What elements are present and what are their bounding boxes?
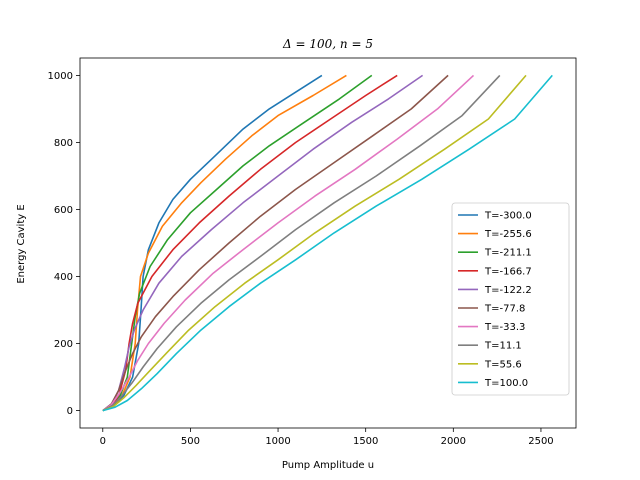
legend-label-8: T=55.6: [484, 359, 522, 370]
x-tick-label-1: 500: [181, 436, 200, 447]
legend-label-4: T=-122.2: [484, 285, 532, 296]
x-tick-label-2: 1000: [265, 436, 290, 447]
series-line-9: [102, 74, 553, 412]
series-line-3: [102, 74, 398, 412]
chart-title: Δ = 100, n = 5: [282, 37, 373, 51]
legend-label-5: T=-77.8: [484, 304, 525, 315]
legend-label-0: T=-300.0: [484, 211, 532, 222]
series-line-0: [102, 74, 323, 412]
legend-label-1: T=-255.6: [484, 229, 532, 240]
plot-lines: [102, 74, 553, 412]
series-line-5: [102, 74, 449, 412]
legend-label-3: T=-166.7: [484, 266, 532, 277]
y-axis-label: Energy Cavity E: [16, 204, 27, 283]
legend-box: [451, 202, 570, 396]
series-line-8: [102, 74, 527, 412]
series-line-1: [102, 74, 347, 412]
y-tick-label-3: 600: [54, 205, 73, 216]
series-line-2: [102, 74, 373, 412]
axes: 0 500 1000 1500 2000 2500 0 200 400 600 800 1000: [48, 57, 577, 447]
legend: T=-300.0 T=-255.6 T=-211.1 T=-166.7 T=-122.2…: [451, 202, 570, 396]
series-line-6: [102, 74, 475, 412]
y-tick-label-0: 0: [67, 406, 73, 417]
legend-label-9: T=100.0: [484, 378, 528, 389]
series-line-7: [102, 74, 501, 412]
series-line-4: [102, 74, 424, 412]
y-tick-label-4: 800: [54, 138, 73, 149]
x-tick-label-0: 0: [100, 436, 106, 447]
y-tick-label-5: 1000: [48, 71, 73, 82]
legend-label-7: T=11.1: [484, 341, 522, 352]
plot-frame: [79, 57, 577, 429]
legend-label-6: T=-33.3: [484, 322, 525, 333]
legend-label-2: T=-211.1: [484, 248, 532, 259]
x-axis-label: Pump Amplitude u: [282, 460, 374, 471]
y-tick-label-1: 200: [54, 339, 73, 350]
x-tick-label-3: 1500: [353, 436, 378, 447]
x-tick-label-5: 2500: [528, 436, 553, 447]
y-tick-label-2: 400: [54, 272, 73, 283]
x-tick-label-4: 2000: [441, 436, 466, 447]
